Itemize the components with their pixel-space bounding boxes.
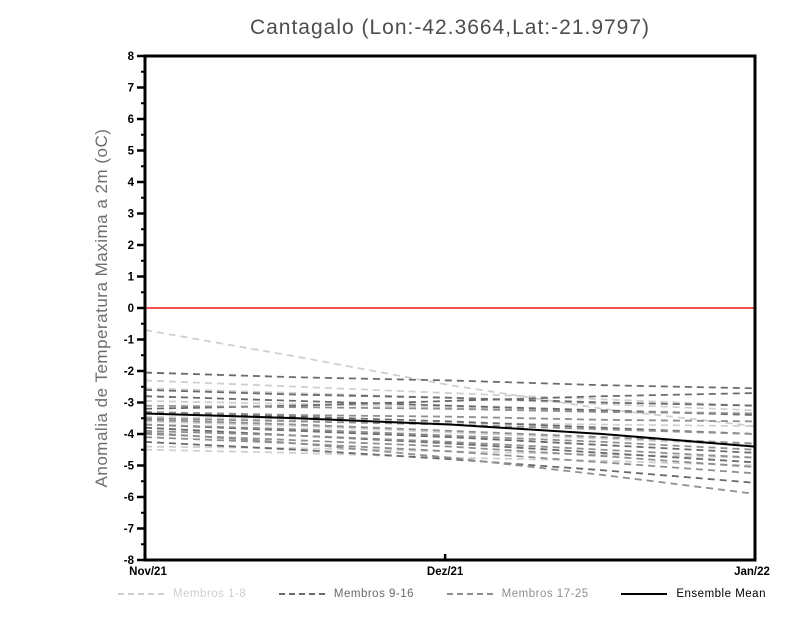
y-tick-label: 2 — [128, 240, 134, 252]
ensemble-member-line-g3-m6 — [144, 429, 756, 459]
ensemble-mean-line — [144, 412, 756, 448]
page-title: Cantagalo (Lon:-42.3664,Lat:-21.9797) — [249, 16, 651, 39]
ensemble-member-line-g2-m8 — [144, 440, 756, 484]
legend-solid-line-swatch — [621, 593, 668, 595]
ensemble-member-line-g1-m5 — [144, 415, 756, 428]
ensemble-member-line-g3-m4 — [144, 418, 756, 445]
x-tick-label: Jan/22 — [734, 566, 770, 578]
ensemble-member-line-g3-m9 — [144, 431, 756, 495]
ensemble-member-line-g2-m1 — [144, 371, 756, 390]
y-tick-label: -2 — [124, 366, 134, 378]
y-tick-label: 3 — [128, 209, 134, 221]
y-tick-label: -4 — [124, 429, 135, 441]
legend-item-1: Membros 1-8 — [118, 588, 246, 600]
y-tick-label: -3 — [124, 398, 134, 410]
ensemble-member-line-g3-m5 — [144, 423, 756, 451]
y-tick-label: 5 — [128, 146, 135, 158]
y-tick-label: 6 — [128, 114, 134, 126]
ensemble-member-line-g2-m5 — [144, 411, 756, 435]
legend-label: Membros 1-8 — [173, 588, 247, 600]
legend-item-3: Membros 17-25 — [446, 588, 589, 600]
ensemble-member-line-g1-m2 — [144, 379, 756, 407]
legend-label: Membros 9-16 — [333, 588, 415, 600]
y-tick-label: 8 — [128, 51, 135, 63]
ensemble-member-line-g3-m7 — [144, 433, 756, 468]
y-tick-label: 0 — [128, 303, 134, 315]
ensemble-member-line-g3-m2 — [144, 411, 756, 423]
legend-label: Ensemble Mean — [676, 588, 766, 600]
y-tick-label: 1 — [128, 272, 135, 284]
y-tick-label: 4 — [128, 177, 135, 189]
legend-item-2: Membros 9-16 — [278, 588, 415, 600]
ensemble-member-line-g3-m1 — [144, 404, 756, 415]
ensemble-member-line-g3-m8 — [144, 436, 756, 475]
legend-label: Membros 17-25 — [501, 588, 589, 600]
ensemble-member-line-g2-m7 — [144, 426, 756, 464]
x-tick-label: Nov/21 — [129, 566, 167, 578]
legend-item-4: Ensemble Mean — [621, 588, 766, 600]
y-tick-label: -6 — [124, 492, 134, 504]
y-tick-label: 7 — [128, 83, 134, 95]
ensemble-member-line-g2-m6 — [144, 423, 756, 454]
x-tick-label: Dez/21 — [427, 566, 464, 578]
y-tick-label: -5 — [124, 461, 135, 473]
ensemble-member-line-g2-m2 — [144, 389, 756, 407]
y-tick-label: -7 — [124, 524, 134, 536]
y-tick-label: -1 — [124, 335, 135, 347]
legend: Membros 1-8 Membros 9-16 Membros 17-25 Ense… — [118, 588, 766, 600]
legend-dashed-line-swatch — [118, 593, 164, 595]
legend-dashed-line-swatch — [278, 593, 325, 595]
y-tick-label: -8 — [124, 555, 135, 567]
ensemble-member-line-g1-m6 — [144, 420, 756, 446]
legend-dashed-line-swatch — [446, 593, 493, 595]
y-axis-title: Anomalia de Temperatura Maxima a 2m (oC) — [92, 128, 111, 488]
